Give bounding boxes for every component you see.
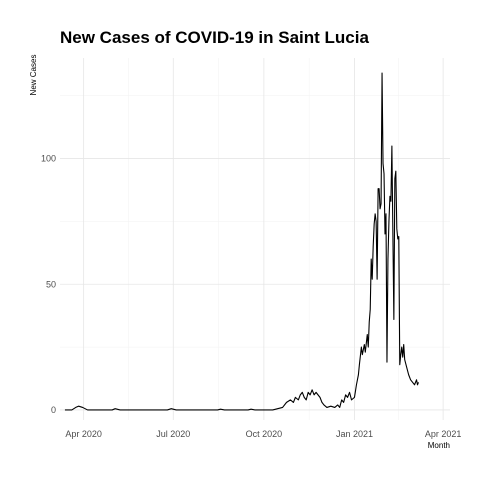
y-axis-title: New Cases xyxy=(29,55,38,96)
x-tick-label: Jan 2021 xyxy=(336,429,373,439)
x-tick-label: Oct 2020 xyxy=(246,429,283,439)
x-axis-ticks: Apr 2020 Jul 2020 Oct 2020 Jan 2021 Apr 2021 xyxy=(65,429,461,439)
y-tick-label: 100 xyxy=(41,154,56,164)
grid xyxy=(60,58,450,420)
y-tick-label: 50 xyxy=(46,279,56,289)
x-tick-label: Apr 2020 xyxy=(65,429,102,439)
chart-title: New Cases of COVID-19 in Saint Lucia xyxy=(60,28,369,47)
y-tick-label: 0 xyxy=(51,405,56,415)
x-axis-title: Month xyxy=(428,441,450,450)
x-tick-label: Apr 2021 xyxy=(425,429,462,439)
x-tick-label: Jul 2020 xyxy=(156,429,190,439)
series-line xyxy=(64,72,419,411)
y-axis-ticks: 0 50 100 xyxy=(41,154,56,415)
